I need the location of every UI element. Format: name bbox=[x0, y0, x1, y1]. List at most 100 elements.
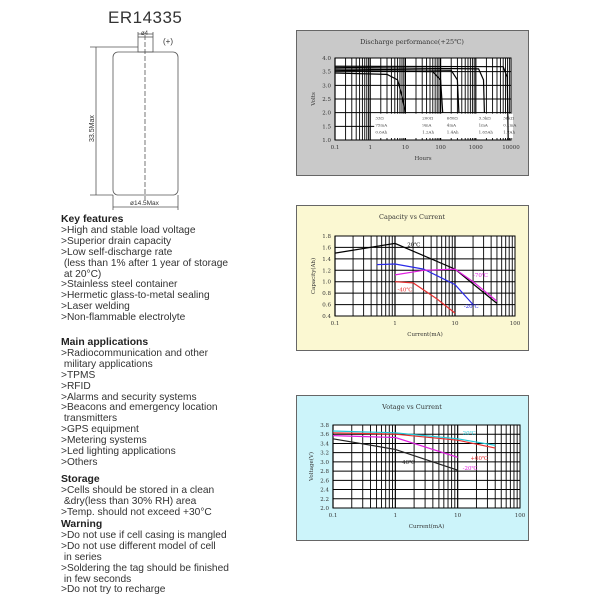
series-line bbox=[332, 435, 458, 458]
section-line: >Do not use if cell casing is mangled bbox=[61, 529, 227, 541]
y-tick-label: 2.6 bbox=[320, 478, 329, 484]
y-tick-label: 1.4 bbox=[322, 257, 331, 263]
x-tick-label: 10 bbox=[454, 513, 461, 519]
battery-terminal bbox=[137, 36, 154, 53]
legend-table-cell: 4mA bbox=[447, 123, 456, 128]
y-tick-label: 1.0 bbox=[322, 280, 331, 286]
section-line: >Others bbox=[61, 456, 98, 468]
series-label: -20℃ bbox=[463, 465, 478, 472]
section-heading: Warning bbox=[61, 519, 103, 530]
section-line: >Hermetic glass-to-metal sealing bbox=[61, 290, 210, 302]
legend-table-cell: 200Ω bbox=[422, 116, 434, 121]
y-axis-label: Voltage(V) bbox=[308, 452, 315, 482]
x-tick-label: 0.1 bbox=[329, 513, 338, 519]
legend-table-cell: 1mA bbox=[479, 123, 488, 128]
legend-table-cell: 1.2Ah bbox=[422, 130, 434, 135]
battery-dimension-drawing: ø4 (+) 33.5Max ø14.5Max bbox=[89, 31, 179, 210]
y-tick-label: 3.0 bbox=[320, 460, 329, 466]
section-line: >Do not try to recharge bbox=[61, 584, 166, 596]
legend-table-cell: 1.7Ah bbox=[503, 130, 515, 135]
y-tick-label: 3.4 bbox=[320, 441, 329, 447]
section-line: >Beacons and emergency location bbox=[61, 402, 218, 414]
y-axis-label: Volts bbox=[311, 92, 317, 107]
chart-title: Capacity vs Current bbox=[379, 213, 445, 221]
section-line: >Temp. should not exceed +30°C bbox=[61, 506, 212, 518]
section-line: in series bbox=[61, 551, 102, 563]
section-heading: Main applications bbox=[61, 337, 149, 348]
x-tick-label: 0.1 bbox=[331, 321, 340, 327]
section-line: >Do not use different model of cell bbox=[61, 540, 216, 552]
section-line: >Led lighting applications bbox=[61, 446, 176, 458]
battery-body bbox=[112, 51, 179, 196]
section-line: >Superior drain capacity bbox=[61, 235, 172, 247]
chart-title: Discharge performance(+25℃) bbox=[360, 38, 464, 46]
x-axis-label: Current(mA) bbox=[407, 331, 443, 338]
section-heading: Storage bbox=[61, 474, 100, 485]
series-label: -70℃ bbox=[473, 272, 488, 279]
x-tick-label: 100 bbox=[435, 145, 446, 151]
warning-section: Warning >Do not use if cell casing is ma… bbox=[61, 519, 229, 596]
section-line: >Non-flammable electrolyte bbox=[61, 312, 186, 324]
series-line bbox=[334, 66, 485, 113]
series-line bbox=[332, 432, 496, 449]
y-tick-label: 2.4 bbox=[320, 488, 329, 494]
section-line: >Metering systems bbox=[61, 435, 147, 447]
section-line: >High and stable load voltage bbox=[61, 224, 196, 236]
series-label: +60℃ bbox=[470, 455, 488, 462]
series-line bbox=[334, 242, 498, 304]
section-line: military applications bbox=[61, 358, 153, 370]
capacity-vs-current-chart: 0.4 0.6 0.8 1.0 1.2 1.4 1.6 1.8 0.1 1 10 100 Capacit… bbox=[296, 205, 529, 351]
y-tick-label: 1.0 bbox=[322, 138, 331, 144]
y-tick-label: 2.5 bbox=[322, 97, 331, 103]
key-features-section: Key features >High and stable load volta… bbox=[61, 214, 229, 324]
voltage-vs-current-chart: 2.0 2.2 2.4 2.6 2.8 3.0 3.2 3.4 3.6 3.8 0.1 1 10 100 V… bbox=[296, 395, 529, 541]
x-tick-label: 0.1 bbox=[331, 145, 340, 151]
y-tick-label: 4.0 bbox=[322, 56, 331, 62]
y-tick-label: 2.8 bbox=[320, 469, 329, 475]
series-label: -40℃ bbox=[397, 286, 412, 293]
y-tick-label: 0.8 bbox=[322, 291, 331, 297]
x-tick-label: 1 bbox=[393, 321, 397, 327]
x-tick-label: 10 bbox=[452, 321, 459, 327]
chart-title: Votage vs Current bbox=[381, 403, 442, 411]
y-tick-label: 1.6 bbox=[322, 245, 331, 251]
x-tick-label: 10000 bbox=[502, 145, 520, 151]
section-line: (less than 1% after 1 year of storage bbox=[61, 257, 229, 269]
series-line bbox=[334, 69, 444, 113]
section-line: >Cells should be stored in a clean bbox=[61, 484, 215, 496]
series-line bbox=[334, 65, 509, 141]
legend-table-background bbox=[374, 113, 513, 138]
legend-table-cell: 36kΩ bbox=[503, 116, 515, 121]
section-line: >Stainless steel container bbox=[61, 279, 178, 291]
terminal-dim-label: ø4 bbox=[141, 31, 149, 37]
x-tick-label: 1000 bbox=[469, 145, 483, 151]
legend-table-cell: 75mA bbox=[375, 123, 387, 128]
legend-table-cell: 9mA bbox=[422, 123, 431, 128]
series-line bbox=[376, 263, 474, 306]
series-label: -40℃ bbox=[400, 459, 415, 466]
terminal-polarity-label: (+) bbox=[163, 37, 173, 46]
y-tick-label: 3.6 bbox=[320, 432, 329, 438]
y-tick-label: 1.5 bbox=[322, 124, 331, 130]
y-tick-label: 2.0 bbox=[320, 506, 329, 512]
section-line: transmitters bbox=[61, 413, 118, 425]
series-line bbox=[334, 68, 460, 113]
section-line: >RFID bbox=[61, 380, 91, 392]
y-tick-label: 3.5 bbox=[322, 70, 331, 76]
diameter-dim-label: ø14.5Max bbox=[130, 200, 160, 207]
legend-table-cell: 1.4Ah bbox=[447, 130, 459, 135]
section-line: >Low self-discharge rate bbox=[61, 246, 173, 258]
series-label: 20℃ bbox=[463, 430, 476, 437]
legend-table-cell: 3.3kΩ bbox=[479, 116, 492, 121]
section-line: at 20°C) bbox=[61, 268, 102, 280]
section-line: in few seconds bbox=[61, 573, 132, 585]
series-label: 20℃ bbox=[407, 241, 420, 248]
section-line: >Soldering the tag should be finished bbox=[61, 562, 229, 574]
y-tick-label: 1.8 bbox=[322, 234, 331, 240]
product-model-title: ER14335 bbox=[108, 8, 183, 27]
y-tick-label: 0.6 bbox=[322, 303, 331, 309]
y-axis-label: Capacity(Ah) bbox=[310, 258, 317, 294]
legend-table-cell: 0.1mA bbox=[503, 123, 516, 128]
legend-table-cell: 680Ω bbox=[447, 116, 459, 121]
series-line bbox=[394, 268, 498, 302]
